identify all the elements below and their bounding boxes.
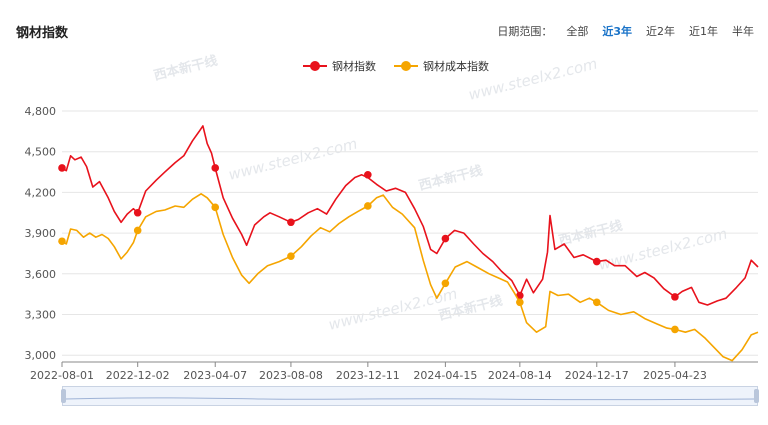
- x-tick-label: 2022-08-01: [30, 369, 94, 382]
- y-tick-label: 4,200: [25, 186, 57, 199]
- series-line-cost-index: [61, 193, 759, 362]
- legend-item-steel-index[interactable]: 钢材指数: [303, 58, 376, 74]
- watermark-brand: 西本新干线: [152, 53, 219, 84]
- range-option-3y[interactable]: 近3年: [602, 25, 632, 38]
- range-option-all[interactable]: 全部: [566, 25, 589, 38]
- marker-cost-index: [441, 279, 450, 288]
- x-tick-label: 2024-12-17: [565, 369, 629, 382]
- zoom-preview: [64, 397, 756, 401]
- y-tick-label: 4,500: [25, 146, 57, 159]
- marker-steel-index: [287, 218, 295, 227]
- marker-cost-index: [287, 252, 295, 260]
- x-tick-label: 2022-12-02: [106, 369, 170, 382]
- legend-swatch-steel-index: [303, 61, 327, 71]
- chart-legend: 钢材指数 钢材成本指数: [303, 58, 489, 74]
- series-line-steel-index: [61, 125, 759, 306]
- zoom-handle-left[interactable]: [61, 389, 66, 403]
- marker-steel-index: [516, 291, 524, 300]
- x-tick-label: 2024-08-14: [488, 369, 552, 382]
- legend-label-steel-index: 钢材指数: [332, 60, 376, 73]
- date-range-selector: 日期范围： 全部 近3年 近2年 近1年 半年: [497, 23, 754, 39]
- range-option-half-year[interactable]: 半年: [732, 25, 754, 38]
- marker-steel-index: [211, 164, 220, 172]
- marker-cost-index: [58, 237, 66, 246]
- marker-steel-index: [671, 293, 679, 301]
- y-axis: 3,000 3,300 3,600 3,900 4,200 4,500 4,800: [25, 105, 57, 362]
- marker-steel-index: [58, 164, 66, 172]
- x-tick-label: 2023-04-07: [183, 369, 247, 382]
- y-tick-label: 3,900: [25, 227, 57, 240]
- x-tick-label: 2025-04-23: [643, 369, 707, 382]
- marker-steel-index: [133, 208, 142, 217]
- series-layer: [58, 125, 759, 362]
- marker-steel-index: [364, 170, 372, 179]
- x-tick-label: 2024-04-15: [413, 369, 477, 382]
- legend-swatch-cost-index: [394, 61, 418, 71]
- y-tick-label: 3,000: [25, 349, 57, 362]
- watermark-text: www.steelx2.com: [467, 54, 600, 103]
- marker-cost-index: [364, 202, 372, 210]
- marker-cost-index: [211, 203, 220, 212]
- grid-lines: [62, 110, 758, 356]
- legend-label-cost-index: 钢材成本指数: [423, 60, 489, 73]
- watermark-brand: 西本新干线: [417, 163, 484, 194]
- x-tick-label: 2023-08-08: [259, 369, 323, 382]
- zoom-slider[interactable]: [61, 386, 759, 406]
- marker-cost-index: [133, 226, 142, 235]
- marker-cost-index: [592, 298, 601, 307]
- x-axis: 2022-08-01 2022-12-02 2023-04-07 2023-08-08…: [30, 361, 758, 382]
- x-tick-label: 2023-12-11: [336, 369, 400, 382]
- y-tick-label: 4,800: [25, 105, 57, 118]
- page-title: 钢材指数: [16, 26, 69, 41]
- line-chart: www.steelx2.comwww.steelx2.comwww.steelx…: [25, 53, 759, 382]
- marker-cost-index: [671, 325, 679, 334]
- marker-cost-index: [516, 298, 524, 307]
- watermark-text: www.steelx2.com: [227, 134, 360, 183]
- marker-steel-index: [441, 234, 450, 243]
- y-tick-label: 3,300: [25, 309, 57, 322]
- range-option-1y[interactable]: 近1年: [689, 25, 718, 38]
- date-range-label: 日期范围：: [497, 25, 553, 38]
- zoom-handle-right[interactable]: [754, 389, 759, 403]
- marker-steel-index: [592, 257, 601, 266]
- y-tick-label: 3,600: [25, 268, 57, 281]
- range-option-2y[interactable]: 近2年: [646, 25, 675, 38]
- legend-item-cost-index[interactable]: 钢材成本指数: [394, 58, 489, 74]
